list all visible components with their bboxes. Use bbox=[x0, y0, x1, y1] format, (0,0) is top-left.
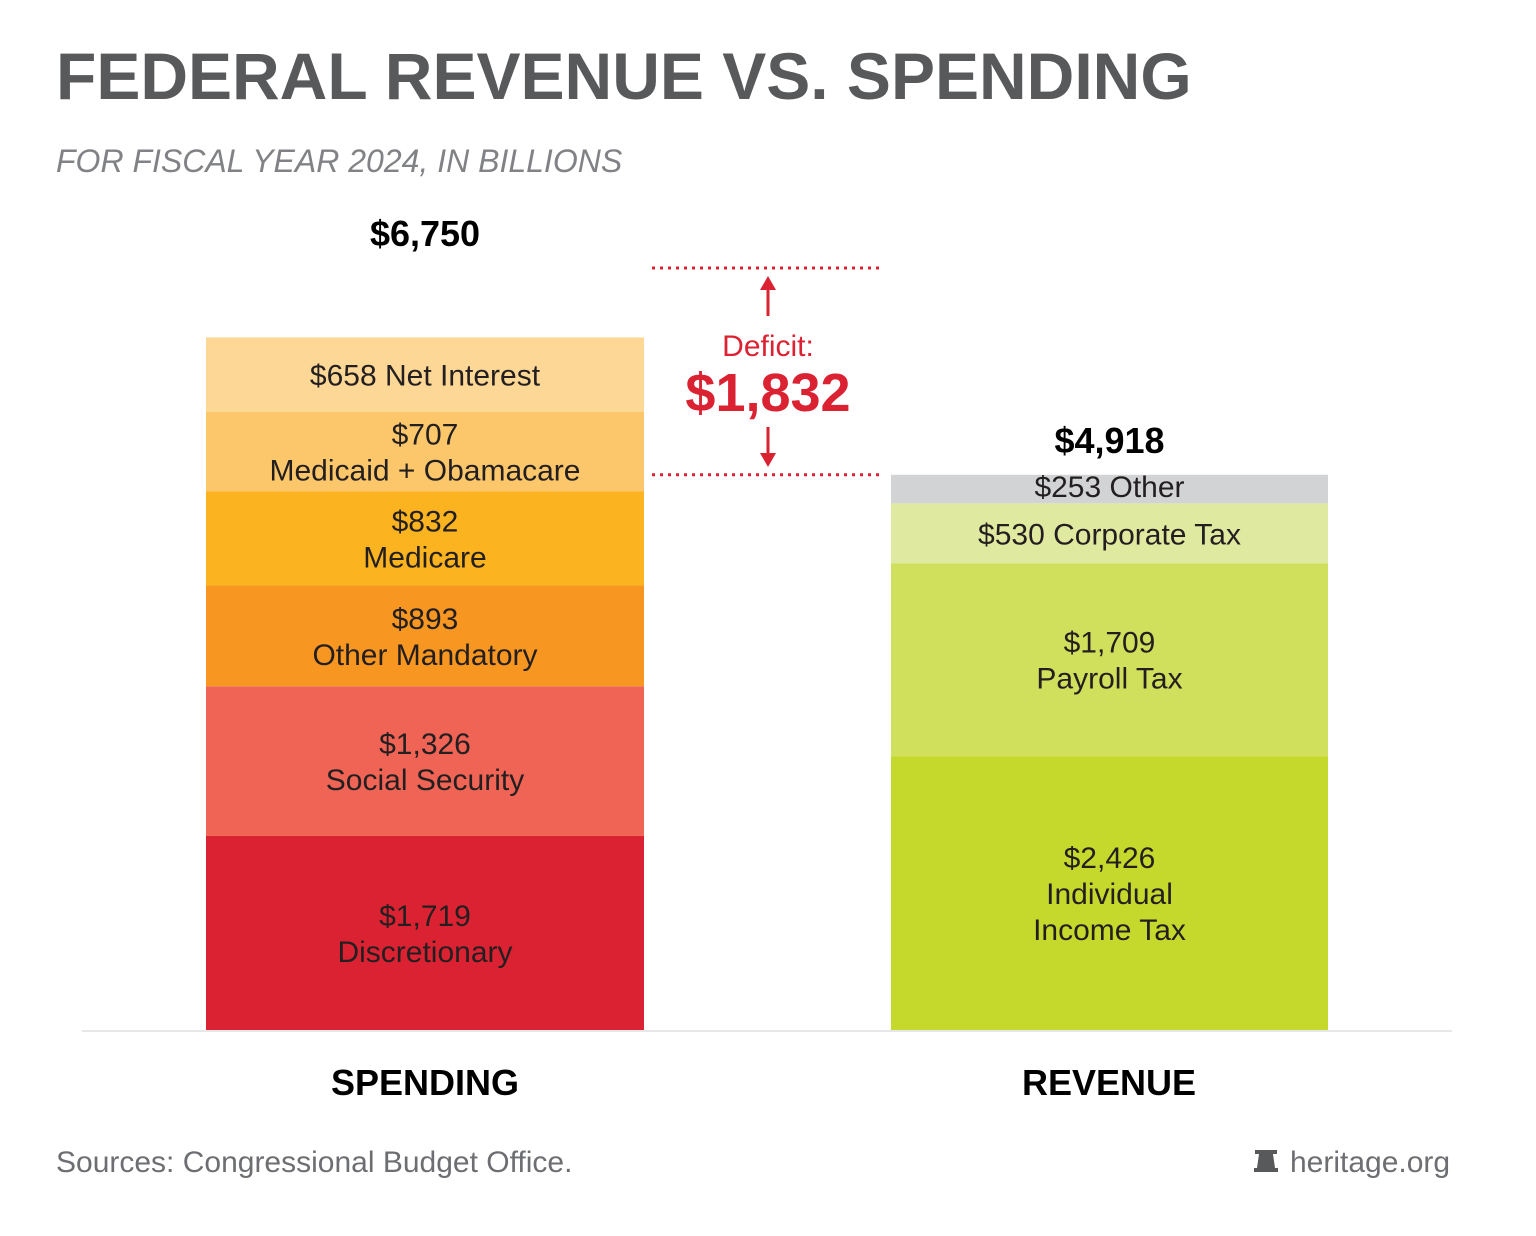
data-label-medicare: $832 bbox=[392, 505, 459, 538]
data-label-individual-income-tax: $2,426 bbox=[1064, 842, 1156, 875]
chart-title: FEDERAL REVENUE VS. SPENDING bbox=[56, 39, 1192, 113]
bar-segment-net-interest bbox=[206, 337, 644, 412]
bar-segment-other bbox=[891, 474, 1328, 504]
data-label-net-interest: $658 Net Interest bbox=[310, 360, 541, 393]
arrow-down-icon bbox=[760, 453, 776, 467]
deficit-value: $1,832 bbox=[685, 363, 850, 423]
data-label-other-mandatory: $893 bbox=[392, 603, 459, 636]
bar-segment-other-mandatory bbox=[206, 585, 644, 687]
category-label-revenue: REVENUE bbox=[1022, 1062, 1196, 1103]
data-label-corporate-tax: $530 Corporate Tax bbox=[978, 518, 1241, 551]
data-label-individual-income-tax: Income Tax bbox=[1033, 914, 1186, 947]
data-label-medicare: Medicare bbox=[363, 541, 486, 574]
source-note: Sources: Congressional Budget Office. bbox=[56, 1146, 572, 1179]
chart-subtitle: FOR FISCAL YEAR 2024, IN BILLIONS bbox=[56, 143, 622, 179]
total-label-revenue: $4,918 bbox=[1054, 420, 1164, 461]
data-label-other: $253 Other bbox=[1034, 471, 1184, 504]
data-label-discretionary: $1,719 bbox=[379, 900, 471, 933]
deficit-annotation: Deficit:$1,832 bbox=[652, 266, 884, 477]
bar-segment-medicare bbox=[206, 491, 644, 586]
bar-segment-discretionary bbox=[206, 835, 644, 1030]
bar-segment-corporate-tax bbox=[891, 503, 1328, 564]
data-label-individual-income-tax: Individual bbox=[1046, 878, 1173, 911]
data-label-payroll-tax: $1,709 bbox=[1064, 627, 1156, 660]
data-label-other-mandatory: Other Mandatory bbox=[312, 639, 537, 672]
category-label-spending: SPENDING bbox=[331, 1062, 519, 1103]
data-label-discretionary: Discretionary bbox=[337, 936, 512, 969]
data-label-medicaid-obamacare: Medicaid + Obamacare bbox=[270, 455, 581, 488]
bar-segment-individual-income-tax bbox=[891, 756, 1328, 1030]
data-label-social-security: Social Security bbox=[326, 764, 524, 797]
deficit-label: Deficit: bbox=[722, 330, 814, 363]
bar-segment-payroll-tax bbox=[891, 563, 1328, 757]
bar-segment-medicaid-obamacare bbox=[206, 411, 644, 492]
bar-segment-social-security bbox=[206, 686, 644, 836]
total-label-spending: $6,750 bbox=[370, 213, 480, 254]
data-label-social-security: $1,326 bbox=[379, 728, 471, 761]
data-label-payroll-tax: Payroll Tax bbox=[1036, 663, 1182, 696]
liberty-bell-icon bbox=[1254, 1150, 1278, 1172]
brand-link[interactable]: heritage.org bbox=[1290, 1146, 1450, 1179]
data-label-medicaid-obamacare: $707 bbox=[392, 419, 459, 452]
arrow-up-icon bbox=[760, 276, 776, 290]
